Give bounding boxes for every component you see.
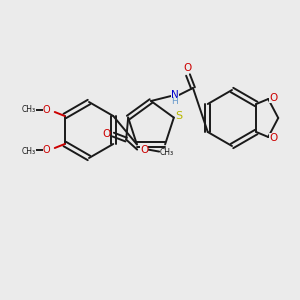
Text: O: O bbox=[140, 145, 148, 154]
Text: O: O bbox=[102, 129, 110, 139]
Text: O: O bbox=[183, 63, 191, 73]
Text: CH₃: CH₃ bbox=[160, 148, 174, 157]
Text: CH₃: CH₃ bbox=[22, 104, 36, 113]
Text: O: O bbox=[43, 105, 51, 115]
Text: O: O bbox=[269, 133, 278, 143]
Text: CH₃: CH₃ bbox=[22, 146, 36, 155]
Text: S: S bbox=[175, 111, 182, 121]
Text: O: O bbox=[269, 93, 278, 103]
Text: N: N bbox=[171, 90, 179, 100]
Text: O: O bbox=[43, 145, 51, 155]
Text: H: H bbox=[172, 98, 178, 106]
